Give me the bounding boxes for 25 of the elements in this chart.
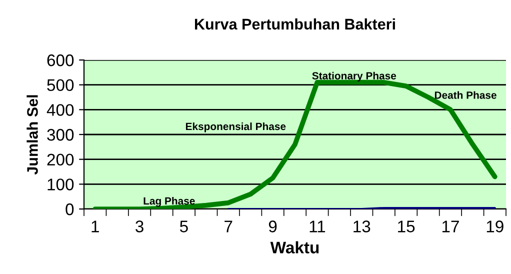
x-tick-label: 3	[136, 220, 144, 232]
annotation: Stationary Phase	[312, 72, 396, 82]
y-tick-label: 0	[66, 203, 74, 216]
x-tick-label: 17	[442, 220, 459, 232]
x-tick-label: 5	[180, 220, 188, 232]
x-tick-label: 11	[310, 220, 326, 232]
y-tick-label: 500	[47, 79, 74, 92]
y-tick-label: 400	[46, 104, 74, 116]
x-tick-label: 7	[224, 220, 232, 232]
x-tick-label: 9	[268, 220, 277, 232]
annotation: Lag Phase	[144, 196, 195, 207]
y-tick-label: 200	[47, 154, 74, 166]
annotation: Death Phase	[434, 91, 496, 99]
y-tick-label: 300	[47, 128, 74, 141]
x-axis-title: Waktu	[270, 241, 319, 254]
annotation: Eksponensial Phase	[186, 122, 286, 132]
x-tick-label: 1	[92, 220, 99, 232]
line-series	[92, 80, 498, 209]
x-tick-label: 19	[486, 220, 504, 232]
y-axis-title: Jumlah Sel	[26, 95, 38, 175]
y-tick-label: 600	[47, 54, 74, 66]
x-tick-label: 13	[354, 220, 370, 232]
y-tick-label: 100	[48, 178, 74, 190]
chart-title: Kurva Pertumbuhan Bakteri	[194, 18, 395, 30]
x-tick-label: 15	[398, 220, 415, 232]
